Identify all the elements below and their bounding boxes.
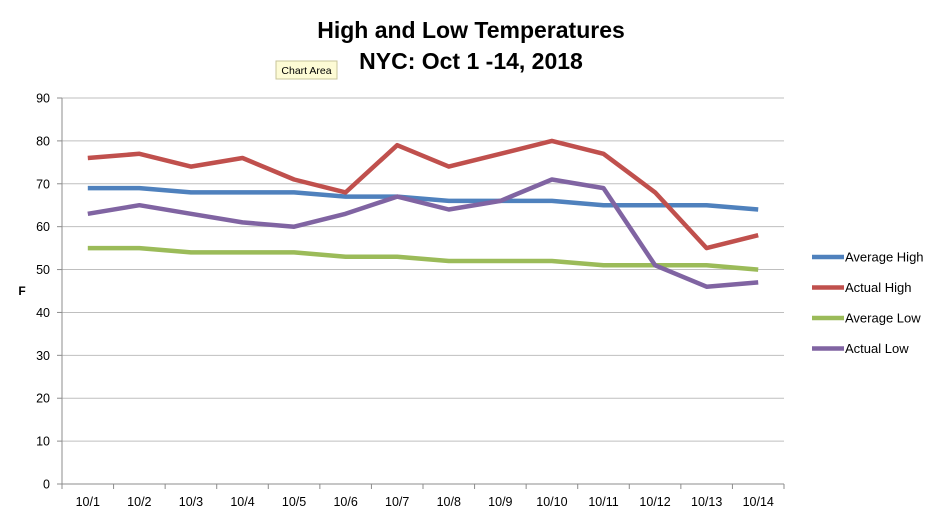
legend-item-actual-low[interactable]: Actual Low [812, 341, 909, 356]
y-tick-label: 60 [36, 220, 50, 234]
y-tick-label: 30 [36, 349, 50, 363]
legend-item-average-high[interactable]: Average High [812, 250, 924, 265]
x-tick-label: 10/13 [691, 495, 722, 509]
y-tick-label: 70 [36, 177, 50, 191]
y-tick-label: 0 [43, 478, 50, 492]
x-tick-label: 10/3 [179, 495, 203, 509]
x-tick-label: 10/1 [76, 495, 100, 509]
y-tick-label: 40 [36, 306, 50, 320]
y-tick-label: 80 [36, 134, 50, 148]
tooltip-box [275, 60, 338, 80]
x-tick-label: 10/11 [588, 495, 618, 509]
x-tick-label: 10/5 [282, 495, 306, 509]
y-tick-label: 20 [36, 392, 50, 406]
x-tick-label: 10/12 [639, 495, 670, 509]
legend-label: Actual Low [845, 341, 909, 356]
chart-area-tooltip: Chart Area [275, 60, 338, 80]
gridlines [62, 97, 784, 485]
x-tick-label: 10/2 [127, 495, 151, 509]
legend-label: Average Low [845, 311, 921, 326]
series-line-actual-low[interactable] [87, 177, 759, 289]
legend-item-average-low[interactable]: Average Low [812, 311, 921, 326]
tooltip-text: Chart Area [281, 65, 331, 77]
chart-title: High and Low Temperatures [317, 17, 625, 43]
x-tick-label: 10/14 [743, 495, 774, 509]
series-line-average-low[interactable] [87, 245, 759, 272]
series-line-average-high[interactable] [87, 185, 759, 212]
x-tick-label: 10/8 [437, 495, 461, 509]
y-tick-label: 10 [36, 435, 50, 449]
y-tick-label: 50 [36, 263, 50, 277]
legend[interactable]: Average High Actual High Average Low Actual… [812, 250, 924, 357]
chart-subtitle: NYC: Oct 1 -14, 2018 [359, 48, 583, 74]
y-tick-label: 90 [36, 92, 50, 106]
series-line-actual-high[interactable] [87, 138, 759, 251]
axes: 0 10 20 30 40 50 60 70 80 90 10/1 10/2 10/3 10/4 10/5 1… [36, 92, 785, 509]
plot-area[interactable] [87, 138, 759, 289]
x-tick-label: 10/10 [536, 495, 567, 509]
x-tick-label: 10/4 [230, 495, 254, 509]
x-tick-label: 10/9 [488, 495, 512, 509]
legend-label: Average High [845, 250, 924, 265]
y-axis-title: F [18, 284, 25, 298]
x-tick-label: 10/6 [333, 495, 357, 509]
x-tick-label: 10/7 [385, 495, 409, 509]
legend-item-actual-high[interactable]: Actual High [812, 280, 911, 295]
legend-label: Actual High [845, 280, 911, 295]
